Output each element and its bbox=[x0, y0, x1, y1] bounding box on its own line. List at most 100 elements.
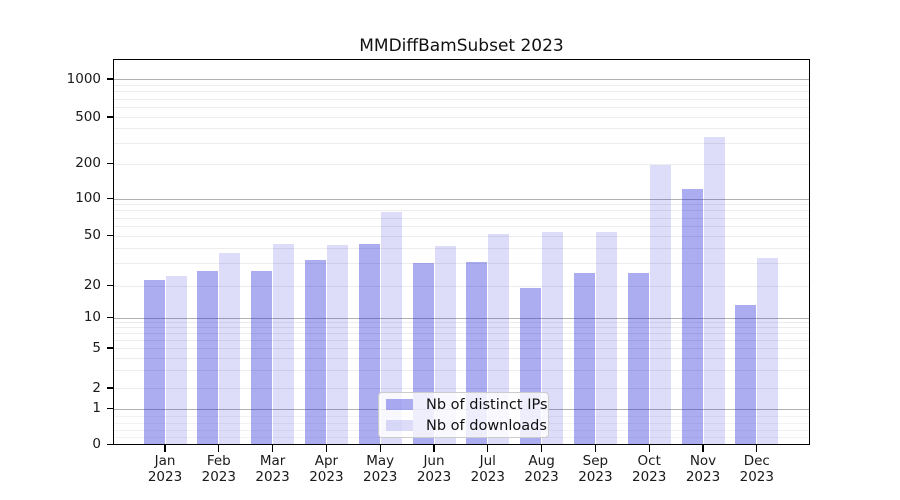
gridline-2 bbox=[114, 388, 809, 389]
y-tick-mark-100 bbox=[107, 197, 114, 200]
y-tick-label-20: 20 bbox=[83, 277, 101, 293]
bar-downloads-mar bbox=[273, 243, 295, 445]
y-tick-mark-1000 bbox=[107, 78, 114, 80]
y-tick-mark-10 bbox=[107, 316, 114, 319]
bar-distinct-ips-sep bbox=[573, 273, 595, 445]
gridline-200 bbox=[114, 163, 809, 165]
gridline-minor bbox=[114, 217, 809, 219]
legend-entry-downloads: Nb of downloads bbox=[379, 418, 548, 434]
legend-label-distinct-ips: Nb of distinct IPs bbox=[426, 396, 548, 413]
bar-downloads-sep bbox=[595, 232, 617, 445]
gridline-minor bbox=[114, 357, 809, 359]
y-tick-mark-20 bbox=[107, 284, 114, 287]
legend-entry-distinct-ips: Nb of distinct IPs bbox=[379, 397, 548, 413]
y-tick-mark-200 bbox=[107, 162, 114, 165]
x-tick-label-sep: Sep 2023 bbox=[578, 453, 613, 485]
legend: Nb of distinct IPs Nb of downloads bbox=[378, 392, 549, 438]
bar-downloads-feb bbox=[219, 253, 241, 445]
bar-downloads-jul bbox=[488, 234, 510, 445]
gridline-minor bbox=[114, 84, 809, 86]
bar-downloads-aug bbox=[542, 232, 564, 445]
bar-distinct-ips-oct bbox=[627, 273, 649, 445]
bar-distinct-ips-mar bbox=[251, 271, 273, 445]
legend-swatch-distinct-ips bbox=[386, 398, 413, 411]
bar-downloads-jan bbox=[165, 275, 187, 445]
x-tick-mark-may bbox=[379, 445, 381, 452]
y-tick-mark-0 bbox=[107, 443, 114, 446]
gridline-5 bbox=[114, 348, 809, 349]
x-tick-label-feb: Feb 2023 bbox=[201, 453, 236, 485]
bar-downloads-oct bbox=[649, 164, 671, 445]
x-tick-mark-nov bbox=[702, 445, 704, 452]
x-tick-label-oct: Oct 2023 bbox=[632, 453, 667, 485]
x-tick-mark-sep bbox=[594, 445, 596, 452]
gridline-minor bbox=[114, 225, 809, 227]
x-tick-label-aug: Aug 2023 bbox=[524, 453, 559, 485]
y-tick-mark-500 bbox=[107, 116, 114, 118]
x-tick-label-dec: Dec 2023 bbox=[739, 453, 774, 485]
gridline-minor bbox=[114, 128, 809, 130]
gridline-1000 bbox=[114, 79, 809, 80]
gridline-100 bbox=[114, 198, 809, 200]
gridline-minor bbox=[114, 370, 809, 372]
x-tick-mark-apr bbox=[325, 445, 327, 452]
x-tick-mark-mar bbox=[272, 445, 274, 452]
gridline-500 bbox=[114, 117, 809, 118]
y-tick-label-200: 200 bbox=[75, 155, 101, 171]
bar-downloads-apr bbox=[326, 245, 348, 445]
x-tick-label-jan: Jan 2023 bbox=[147, 453, 183, 485]
gridline-20 bbox=[114, 285, 809, 287]
x-tick-mark-aug bbox=[541, 445, 543, 452]
y-tick-label-1000: 1000 bbox=[66, 70, 101, 87]
x-tick-mark-feb bbox=[218, 445, 220, 452]
y-tick-label-100: 100 bbox=[75, 190, 101, 206]
y-tick-label-0: 0 bbox=[92, 436, 101, 452]
y-tick-mark-5 bbox=[107, 347, 114, 349]
x-tick-label-nov: Nov 2023 bbox=[685, 453, 721, 485]
legend-swatch-downloads bbox=[386, 419, 413, 432]
legend-label-downloads: Nb of downloads bbox=[426, 417, 547, 434]
gridline-minor bbox=[114, 98, 809, 100]
x-tick-label-apr: Apr 2023 bbox=[309, 453, 344, 485]
bar-downloads-nov bbox=[703, 136, 725, 445]
bar-distinct-ips-apr bbox=[304, 259, 326, 445]
y-tick-label-1: 1 bbox=[92, 400, 101, 416]
y-tick-mark-2 bbox=[107, 387, 114, 389]
bar-downloads-dec bbox=[757, 258, 779, 445]
y-tick-label-50: 50 bbox=[83, 227, 101, 243]
bar-distinct-ips-nov bbox=[681, 189, 703, 445]
gridline-minor bbox=[114, 142, 809, 144]
y-tick-label-500: 500 bbox=[75, 108, 101, 125]
bar-distinct-ips-may bbox=[358, 243, 380, 445]
x-tick-label-jun: Jun 2023 bbox=[416, 453, 452, 485]
bar-downloads-may bbox=[380, 211, 402, 445]
x-tick-mark-oct bbox=[648, 445, 650, 452]
gridline-50 bbox=[114, 235, 809, 237]
y-tick-mark-50 bbox=[107, 234, 114, 237]
x-tick-label-mar: Mar 2023 bbox=[255, 453, 290, 485]
x-tick-mark-jan bbox=[164, 445, 166, 452]
gridline-minor bbox=[114, 327, 809, 329]
y-tick-label-2: 2 bbox=[92, 379, 101, 396]
gridline-minor bbox=[114, 91, 809, 93]
gridline-minor bbox=[114, 322, 809, 324]
gridline-minor bbox=[114, 107, 809, 108]
gridline-minor bbox=[114, 204, 809, 206]
gridline-minor bbox=[114, 333, 809, 335]
x-tick-mark-dec bbox=[756, 445, 758, 452]
bar-distinct-ips-dec bbox=[735, 305, 757, 445]
y-tick-mark-1 bbox=[107, 407, 114, 410]
gridline-minor bbox=[114, 339, 809, 341]
x-tick-mark-jun bbox=[433, 445, 435, 452]
gridline-10 bbox=[114, 317, 809, 319]
gridline-minor bbox=[114, 210, 809, 212]
chart-title: MMDiffBamSubset 2023 bbox=[359, 36, 564, 56]
x-tick-mark-jul bbox=[487, 445, 489, 452]
bar-distinct-ips-feb bbox=[197, 271, 219, 445]
y-tick-label-10: 10 bbox=[83, 309, 101, 325]
y-tick-label-5: 5 bbox=[92, 339, 101, 356]
bar-distinct-ips-jan bbox=[143, 280, 165, 445]
x-tick-label-may: May 2023 bbox=[363, 453, 398, 485]
gridline-minor bbox=[114, 247, 809, 249]
